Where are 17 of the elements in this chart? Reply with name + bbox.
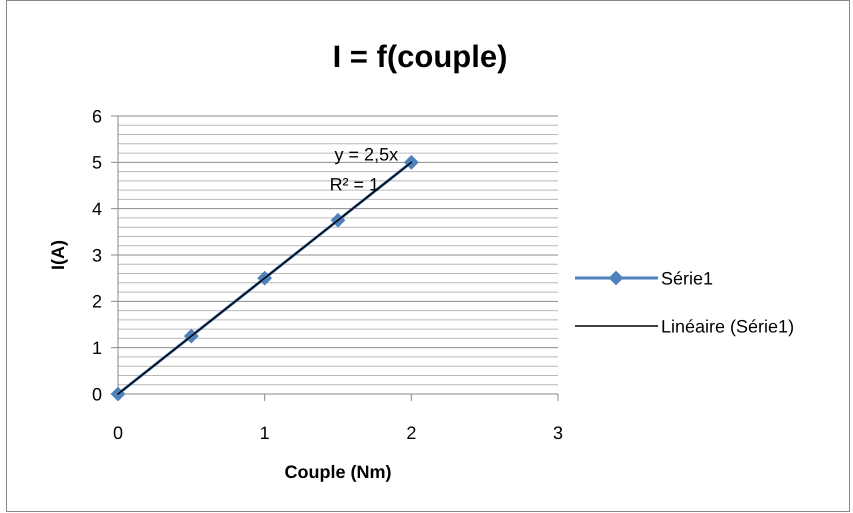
legend-label: Linéaire (Série1) [661,316,794,336]
y-tick-label: 5 [92,152,102,173]
y-tick-label: 3 [92,245,102,266]
y-tick-label: 2 [92,292,102,312]
legend-label: Série1 [661,268,714,288]
y-axis-title: I(A) [48,240,68,270]
x-tick-label: 0 [112,423,124,443]
annotation: y = 2,5x [334,144,398,164]
chart-title: I = f(couple) [332,39,508,74]
y-tick-label: 4 [92,198,102,219]
x-tick-label: 2 [406,423,416,443]
x-axis-title: Couple (Nm) [284,462,392,482]
y-tick-label: 6 [92,106,102,126]
x-tick-label: 1 [260,423,270,443]
y-tick-label: 1 [92,338,102,358]
y-tick-label: 0 [92,384,102,404]
x-tick-label: 3 [552,423,564,443]
